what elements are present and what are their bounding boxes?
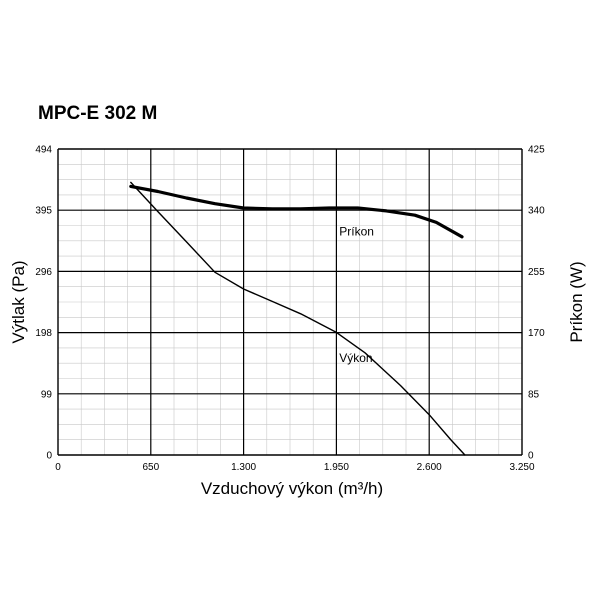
- series-layer: Výkon Príkon: [129, 181, 466, 456]
- y-axis-left-label: Výtlak (Pa): [9, 260, 28, 343]
- series-line-vykon: [130, 181, 466, 456]
- x-tick-label: 1.950: [324, 462, 349, 473]
- tick-layer: 0 650 1.300 1.950 2.600 3.2500991982963954940…: [35, 145, 545, 474]
- x-axis-label: Vzduchový výkon (m³/h): [201, 479, 383, 498]
- x-tick-label: 2.600: [417, 462, 442, 473]
- series-label-vykon: Výkon: [339, 351, 372, 365]
- chart-title: MPC-E 302 M: [38, 103, 158, 124]
- x-tick-label: 3.250: [509, 462, 534, 473]
- series-line-prikon: [129, 184, 464, 239]
- x-tick-label: 1.300: [231, 462, 256, 473]
- y-right-tick-label: 340: [528, 206, 545, 217]
- y-left-tick-label: 0: [46, 451, 52, 462]
- y-right-tick-label: 0: [528, 451, 534, 462]
- x-tick-label: 650: [142, 462, 159, 473]
- y-left-tick-label: 494: [35, 145, 52, 156]
- y-right-tick-label: 425: [528, 145, 545, 156]
- minor-grid: [58, 149, 522, 455]
- y-right-tick-label: 255: [528, 267, 545, 278]
- series-label-prikon: Príkon: [339, 224, 374, 238]
- y-axis-right-label: Príkon (W): [567, 261, 586, 342]
- y-left-tick-label: 395: [35, 206, 52, 217]
- y-right-tick-label: 170: [528, 328, 545, 339]
- y-left-tick-label: 198: [35, 328, 52, 339]
- y-left-tick-label: 99: [41, 389, 53, 400]
- y-left-tick-label: 296: [35, 267, 52, 278]
- y-right-tick-label: 85: [528, 389, 540, 400]
- x-tick-label: 0: [55, 462, 61, 473]
